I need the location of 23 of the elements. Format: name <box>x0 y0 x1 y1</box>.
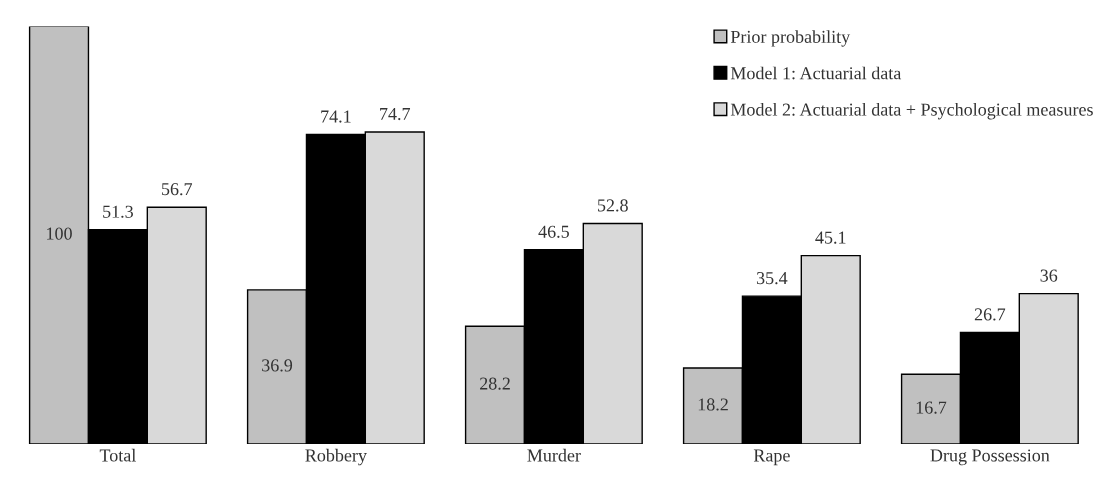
text: 51.3 <box>103 205 133 218</box>
legend-label: Model 2: Actuarial data + Psychological measures <box>730 102 1093 120</box>
text: 74.1 <box>321 110 351 123</box>
x-tick-label: Rape <box>753 449 790 466</box>
text: 28.2 <box>480 377 510 390</box>
text: 35.4 <box>756 272 788 285</box>
legend-label: Prior probability <box>730 30 851 47</box>
text: 16.7 <box>916 401 947 414</box>
text: 36 <box>1040 269 1058 282</box>
text: 26.7 <box>974 308 1006 321</box>
text: 100 <box>47 227 72 240</box>
x-tick-label: Drug Possession <box>930 449 1050 466</box>
text: 74.7 <box>380 107 411 121</box>
text: 45.1 <box>815 231 846 244</box>
text: 18.2 <box>698 398 728 411</box>
x-tick-label: Total <box>99 448 136 462</box>
x-tick-label: Murder <box>527 448 581 462</box>
legend-label: Model 1: Actuarial data <box>730 66 902 80</box>
text: 46.5 <box>538 225 569 238</box>
x-tick-label: Robbery <box>305 448 367 466</box>
text: 52.8 <box>598 199 628 212</box>
text: 56.7 <box>162 183 193 196</box>
text: 36.9 <box>262 359 293 372</box>
